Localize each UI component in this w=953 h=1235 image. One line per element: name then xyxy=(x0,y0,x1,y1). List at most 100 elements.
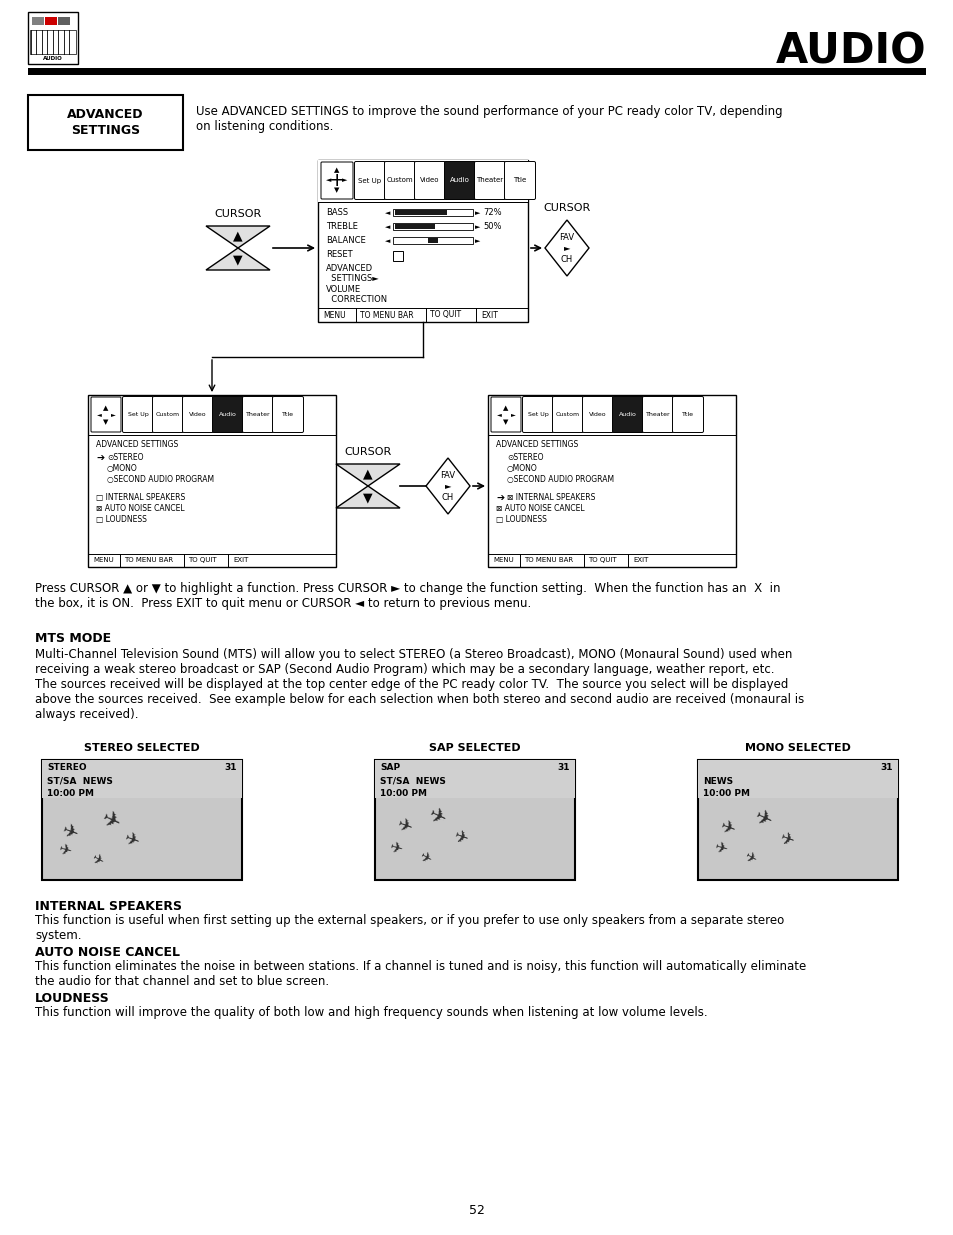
Text: Theater: Theater xyxy=(246,412,270,417)
Text: ✈: ✈ xyxy=(416,848,433,867)
Text: CURSOR: CURSOR xyxy=(214,209,261,219)
Text: ⊙STEREO: ⊙STEREO xyxy=(506,453,543,462)
FancyBboxPatch shape xyxy=(504,162,535,200)
Text: Set Up: Set Up xyxy=(527,412,548,417)
FancyBboxPatch shape xyxy=(491,396,520,432)
Text: BASS: BASS xyxy=(326,207,348,217)
Text: CH: CH xyxy=(560,254,573,263)
Text: TO QUIT: TO QUIT xyxy=(188,557,216,563)
Text: SAP SELECTED: SAP SELECTED xyxy=(429,743,520,753)
Text: STEREO SELECTED: STEREO SELECTED xyxy=(84,743,200,753)
Text: TO MENU BAR: TO MENU BAR xyxy=(124,557,172,563)
Text: NEWS: NEWS xyxy=(702,777,732,785)
Text: LOUDNESS: LOUDNESS xyxy=(35,992,110,1005)
Text: ▲: ▲ xyxy=(363,468,373,480)
Text: Video: Video xyxy=(189,412,207,417)
Text: ⊠ INTERNAL SPEAKERS: ⊠ INTERNAL SPEAKERS xyxy=(506,493,595,501)
Text: ADVANCED
SETTINGS: ADVANCED SETTINGS xyxy=(67,109,144,137)
Text: AUTO NOISE CANCEL: AUTO NOISE CANCEL xyxy=(35,946,180,960)
Text: ⊙STEREO: ⊙STEREO xyxy=(107,453,143,462)
FancyBboxPatch shape xyxy=(273,396,303,432)
Text: FAV: FAV xyxy=(558,233,574,242)
Bar xyxy=(393,237,473,245)
Bar xyxy=(30,30,76,54)
Text: ▲: ▲ xyxy=(334,167,339,173)
Text: 50%: 50% xyxy=(482,222,501,231)
Text: CURSOR: CURSOR xyxy=(344,447,392,457)
Text: +: + xyxy=(329,170,345,189)
FancyBboxPatch shape xyxy=(182,396,213,432)
Text: ✈: ✈ xyxy=(717,819,738,841)
Text: 10:00 PM: 10:00 PM xyxy=(47,789,94,799)
Text: ►: ► xyxy=(510,412,515,417)
Text: □ INTERNAL SPEAKERS: □ INTERNAL SPEAKERS xyxy=(96,493,185,501)
Text: ►: ► xyxy=(111,412,115,417)
Text: 31: 31 xyxy=(880,763,892,773)
Bar xyxy=(58,17,70,25)
FancyBboxPatch shape xyxy=(641,396,673,432)
Text: ✈: ✈ xyxy=(89,851,106,869)
Text: BALANCE: BALANCE xyxy=(326,236,365,245)
Bar xyxy=(42,760,242,798)
Text: Set Up: Set Up xyxy=(358,178,381,184)
Polygon shape xyxy=(335,464,399,487)
Text: □ LOUDNESS: □ LOUDNESS xyxy=(496,515,546,524)
Text: Custom: Custom xyxy=(386,178,413,184)
Text: AUDIO: AUDIO xyxy=(775,31,925,73)
Bar xyxy=(32,17,44,25)
Text: ✈: ✈ xyxy=(56,841,72,858)
FancyBboxPatch shape xyxy=(672,396,702,432)
Text: MTS MODE: MTS MODE xyxy=(35,632,111,645)
Text: Audio: Audio xyxy=(219,412,236,417)
Text: ►: ► xyxy=(444,482,451,490)
Polygon shape xyxy=(544,220,588,275)
Text: TO QUIT: TO QUIT xyxy=(587,557,616,563)
Text: ✈: ✈ xyxy=(387,839,403,857)
Text: ◄: ◄ xyxy=(385,224,391,230)
Text: Use ADVANCED SETTINGS to improve the sound performance of your PC ready color TV: Use ADVANCED SETTINGS to improve the sou… xyxy=(195,105,781,133)
Text: ✈: ✈ xyxy=(424,805,449,831)
Bar xyxy=(393,209,473,216)
Bar xyxy=(428,238,437,243)
Text: ST/SA  NEWS: ST/SA NEWS xyxy=(47,777,112,785)
Text: AUDIO: AUDIO xyxy=(43,57,63,62)
Text: ○MONO: ○MONO xyxy=(107,464,137,473)
Text: VOLUME
  CORRECTION: VOLUME CORRECTION xyxy=(326,285,387,304)
FancyBboxPatch shape xyxy=(414,162,445,200)
Text: ◄: ◄ xyxy=(385,238,391,245)
Bar xyxy=(88,395,335,567)
Text: STEREO: STEREO xyxy=(47,763,87,773)
Text: ►: ► xyxy=(342,177,347,183)
Text: ✈: ✈ xyxy=(395,818,415,839)
Text: ▲: ▲ xyxy=(233,230,243,242)
Text: Ttle: Ttle xyxy=(513,178,526,184)
Polygon shape xyxy=(206,226,270,248)
Text: MENU: MENU xyxy=(92,557,113,563)
FancyBboxPatch shape xyxy=(582,396,613,432)
FancyBboxPatch shape xyxy=(522,396,553,432)
Text: ✈: ✈ xyxy=(750,808,775,832)
Text: 52: 52 xyxy=(469,1203,484,1216)
Text: This function will improve the quality of both low and high frequency sounds whe: This function will improve the quality o… xyxy=(35,1007,707,1019)
Bar xyxy=(317,161,527,203)
Text: ◄: ◄ xyxy=(96,412,101,417)
Text: ○MONO: ○MONO xyxy=(506,464,537,473)
Text: MENU: MENU xyxy=(493,557,514,563)
Text: TO QUIT: TO QUIT xyxy=(430,310,460,320)
Bar xyxy=(393,251,402,261)
Text: ADVANCED
  SETTINGS►: ADVANCED SETTINGS► xyxy=(326,264,378,283)
Text: FAV: FAV xyxy=(440,472,456,480)
Text: EXIT: EXIT xyxy=(233,557,248,563)
Polygon shape xyxy=(426,458,470,514)
Text: 10:00 PM: 10:00 PM xyxy=(379,789,427,799)
Text: Video: Video xyxy=(420,178,439,184)
Text: ▲: ▲ xyxy=(103,405,109,411)
Bar xyxy=(42,760,242,881)
FancyBboxPatch shape xyxy=(612,396,643,432)
Text: ◄: ◄ xyxy=(326,177,332,183)
Text: CURSOR: CURSOR xyxy=(543,203,590,212)
Text: EXIT: EXIT xyxy=(633,557,648,563)
Bar xyxy=(28,68,925,75)
Text: TO MENU BAR: TO MENU BAR xyxy=(359,310,414,320)
Text: ✈: ✈ xyxy=(711,839,727,857)
